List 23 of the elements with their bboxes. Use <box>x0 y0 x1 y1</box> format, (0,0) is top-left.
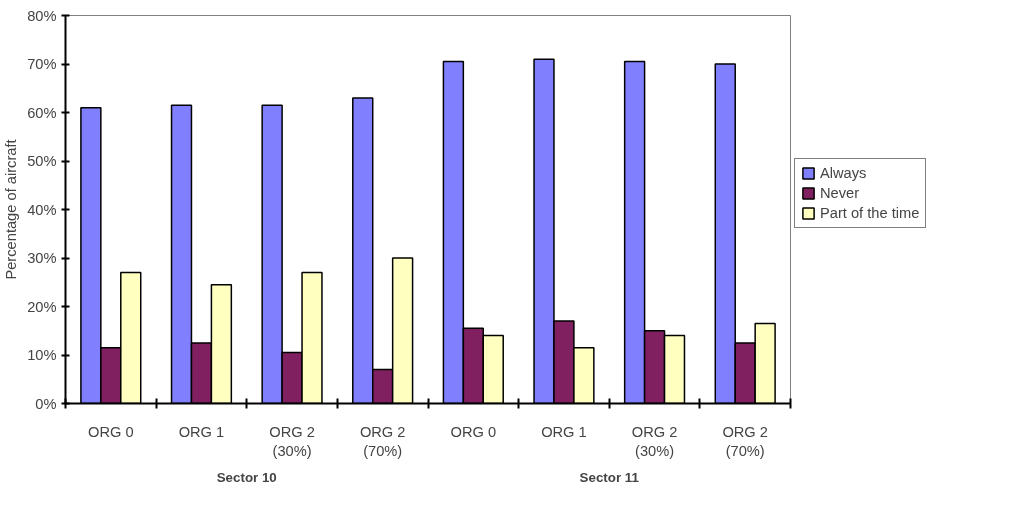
y-tick-label: 0% <box>35 395 57 412</box>
text: Sector 10 <box>216 469 277 485</box>
y-tick-label: 40% <box>27 201 57 218</box>
legend-label: Part of the time <box>820 205 920 221</box>
x-tick-label: ORG 2 (70%) <box>722 423 768 459</box>
x-tick-label: ORG 2 (70%) <box>359 423 406 459</box>
x-tick-label: ORG 1 <box>178 423 225 440</box>
x-tick-label: ORG 0 <box>88 423 134 440</box>
y-tick-label: 70% <box>27 56 57 72</box>
x-tick-label: ORG 2 (30%) <box>269 423 315 459</box>
y-tick-label: 80% <box>27 7 57 24</box>
text: Sector 11 <box>579 469 640 485</box>
x-tick-label: ORG 1 <box>541 423 587 440</box>
y-tick-label: 50% <box>27 153 57 169</box>
y-axis-title: Percentage of aircraft <box>3 139 20 280</box>
y-tick-label: 60% <box>27 104 57 121</box>
x-tick-label: ORG 2 (30%) <box>631 423 678 459</box>
legend-label: Always <box>820 165 867 181</box>
y-tick-label: 10% <box>27 347 57 363</box>
legend-label: Never <box>820 185 860 201</box>
y-tick-label: 20% <box>27 298 57 315</box>
x-tick-label: ORG 0 <box>450 423 497 440</box>
y-tick-label: 30% <box>27 250 57 266</box>
